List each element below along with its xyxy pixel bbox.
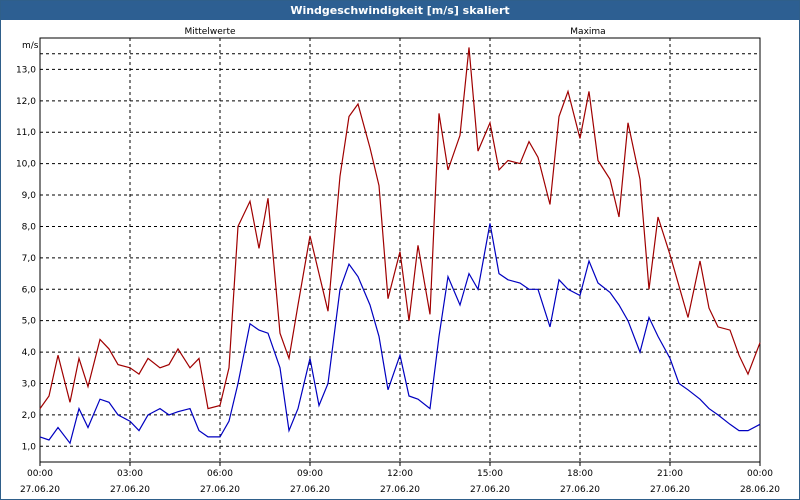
x-tick-date: 27.06.20 (290, 485, 330, 495)
legend-maxima: Maxima (570, 27, 605, 37)
x-tick-date: 27.06.20 (20, 485, 60, 495)
y-tick-label: 8,0 (22, 222, 37, 232)
x-tick-date: 27.06.20 (110, 485, 150, 495)
y-tick-label: 3,0 (22, 379, 37, 389)
y-tick-label: 5,0 (22, 317, 37, 327)
x-tick-time: 06:00 (207, 469, 233, 479)
series-line-mittelwerte (39, 223, 761, 445)
series-layer (39, 47, 761, 445)
x-tick-time: 12:00 (387, 469, 413, 479)
x-tick-date: 27.06.20 (650, 485, 690, 495)
x-tick-date: 27.06.20 (470, 485, 510, 495)
x-tick-time: 00:00 (27, 469, 53, 479)
x-tick-time: 15:00 (477, 469, 503, 479)
chart-title: Windgeschwindigkeit [m/s] skaliert (1, 1, 799, 20)
y-tick-label: 2,0 (22, 411, 37, 421)
x-tick-date: 28.06.20 (740, 485, 780, 495)
axis-labels: 1,0 2,0 3,0 4,0 5,0 6,0 7,0 8,0 9,0 10,0 11,0 12,0 1… (16, 65, 780, 495)
x-tick-time: 00:00 (747, 469, 773, 479)
y-tick-label: 7,0 (22, 254, 37, 264)
x-tick-time: 18:00 (567, 469, 593, 479)
y-tick-label: 1,0 (22, 442, 37, 452)
y-axis-label: m/s (22, 41, 39, 51)
x-tick-date: 27.06.20 (560, 485, 600, 495)
y-tick-label: 13,0 (16, 65, 36, 75)
y-tick-label: 11,0 (16, 128, 36, 138)
x-tick-time: 03:00 (117, 469, 143, 479)
y-tick-label: 10,0 (16, 160, 36, 170)
x-tick-time: 21:00 (657, 469, 683, 479)
x-tick-date: 27.06.20 (380, 485, 420, 495)
legend-mittelwerte: Mittelwerte (184, 27, 235, 37)
series-line-maxima (39, 47, 761, 410)
plot-border (39, 37, 761, 463)
y-tick-label: 4,0 (22, 348, 37, 358)
y-tick-label: 9,0 (22, 191, 37, 201)
grid (39, 38, 761, 466)
x-tick-date: 27.06.20 (200, 485, 240, 495)
y-tick-label: 6,0 (22, 285, 37, 295)
y-tick-label: 12,0 (16, 97, 36, 107)
x-tick-time: 09:00 (297, 469, 323, 479)
